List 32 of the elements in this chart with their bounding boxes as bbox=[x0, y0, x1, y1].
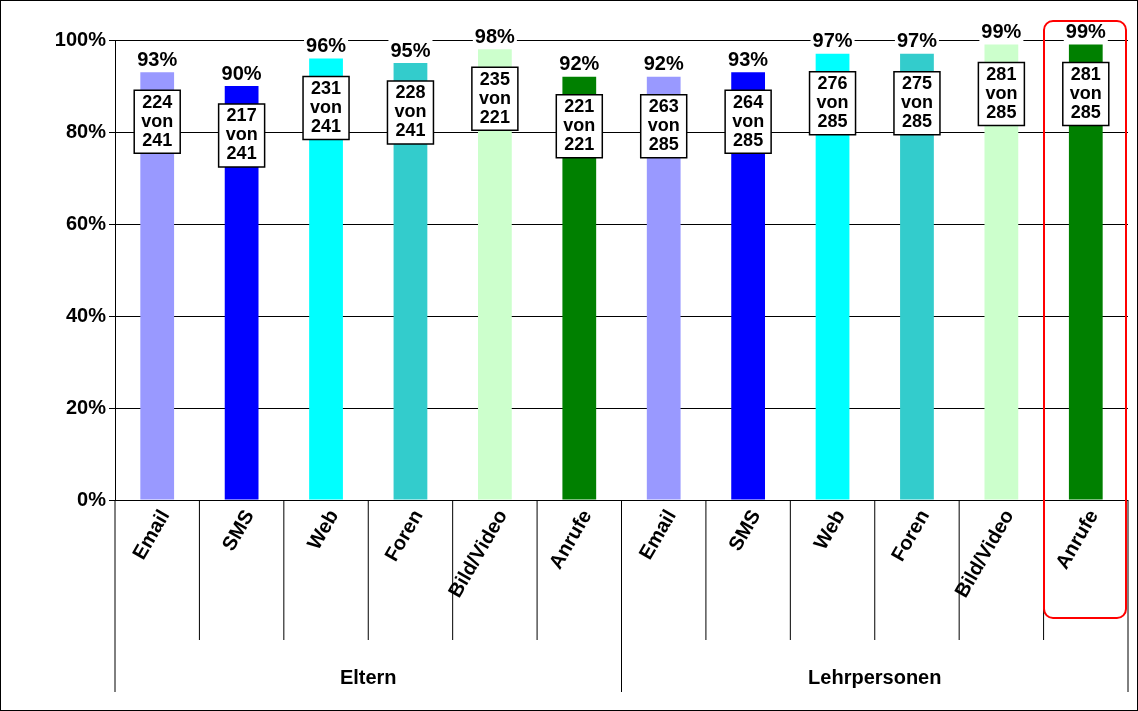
annotation: 217 von 241 bbox=[225, 105, 258, 164]
data-label: 92% bbox=[559, 52, 600, 75]
data-label: 98% bbox=[474, 24, 516, 47]
y-tick-label: 0% bbox=[77, 487, 107, 510]
data-label: 97% bbox=[896, 29, 938, 52]
data-label: 96% bbox=[306, 33, 347, 56]
data-label: 93% bbox=[137, 47, 178, 70]
data-label: 92% bbox=[643, 52, 684, 75]
annotation: 224 von 241 bbox=[141, 91, 174, 150]
annotation: 281 von 285 bbox=[985, 64, 1018, 123]
y-tick-label: 80% bbox=[65, 119, 107, 142]
text: Lehrpersonen bbox=[808, 665, 942, 688]
annotation: 235 von 221 bbox=[478, 68, 511, 127]
data-label: 99% bbox=[1065, 20, 1107, 43]
y-tick-label: 40% bbox=[65, 303, 107, 326]
annotation: 264 von 285 bbox=[732, 91, 765, 150]
annotation: 281 von 285 bbox=[1069, 64, 1102, 123]
data-label: 90% bbox=[221, 61, 262, 84]
data-label: 97% bbox=[812, 29, 853, 52]
y-tick-label: 20% bbox=[65, 395, 107, 418]
y-tick-label: 60% bbox=[65, 211, 107, 234]
text: Eltern bbox=[339, 665, 397, 688]
annotation: 228 von 241 bbox=[394, 82, 427, 141]
data-label: 95% bbox=[390, 38, 431, 61]
data-label: 93% bbox=[728, 47, 769, 70]
annotation: 275 von 285 bbox=[900, 73, 933, 132]
data-label: 99% bbox=[981, 20, 1022, 43]
annotation: 231 von 241 bbox=[310, 77, 343, 136]
y-tick-label: 100% bbox=[54, 27, 107, 50]
annotation: 276 von 285 bbox=[816, 73, 849, 132]
annotation: 263 von 285 bbox=[647, 96, 680, 155]
annotation: 221 von 221 bbox=[563, 96, 596, 155]
